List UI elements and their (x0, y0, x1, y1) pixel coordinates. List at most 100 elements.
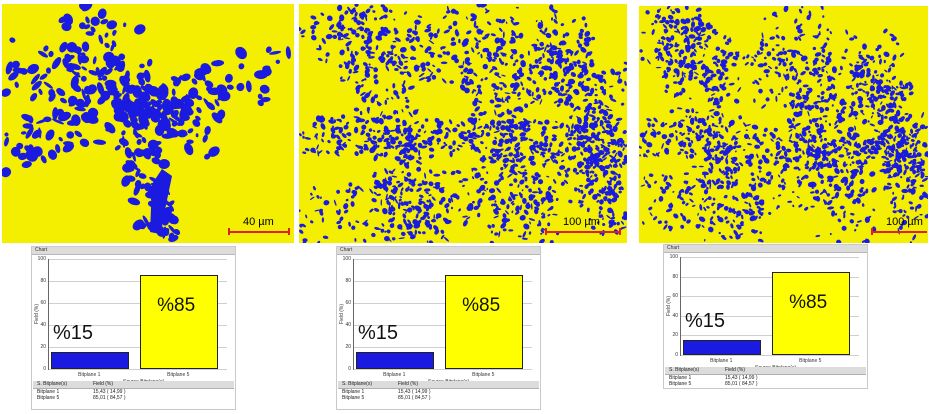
particle (890, 200, 894, 205)
particle (721, 71, 725, 76)
particle (401, 170, 405, 174)
particle (574, 50, 579, 56)
particle (496, 151, 499, 157)
particle (375, 143, 378, 149)
particle (564, 169, 568, 174)
particle (754, 144, 761, 149)
particle (832, 97, 836, 101)
particle (97, 8, 107, 19)
particle (478, 111, 484, 117)
particle (895, 150, 899, 158)
particle (706, 127, 712, 134)
particle (712, 130, 716, 134)
particle (529, 221, 531, 225)
particle (670, 9, 673, 12)
particle (769, 36, 776, 40)
particle (520, 182, 523, 185)
particle (582, 98, 589, 102)
particle (819, 161, 824, 165)
particle (575, 171, 580, 175)
particle (173, 77, 182, 87)
particle (670, 35, 675, 41)
particle (417, 183, 423, 187)
particle (383, 132, 388, 135)
particle (735, 215, 738, 218)
particle (772, 56, 777, 61)
particle (855, 160, 861, 165)
particle (665, 59, 669, 63)
particle (269, 50, 282, 55)
particle (657, 56, 660, 61)
particle (510, 166, 515, 170)
particle (371, 117, 377, 123)
particle (428, 199, 432, 204)
particle (763, 127, 768, 133)
particle (793, 77, 798, 81)
particle (748, 162, 753, 167)
particle (444, 143, 448, 147)
particle (859, 166, 863, 174)
particle (616, 137, 624, 143)
particle (695, 31, 699, 36)
particle (467, 68, 474, 75)
particle (883, 59, 886, 64)
particle (799, 53, 804, 57)
particle (354, 238, 357, 242)
particle (622, 143, 626, 146)
particle (580, 124, 586, 132)
particle (690, 21, 696, 28)
particle (472, 167, 478, 171)
particle (180, 103, 193, 114)
particle (540, 30, 546, 35)
particle (851, 77, 856, 82)
particle (368, 56, 375, 59)
particle (538, 61, 542, 64)
particle (812, 46, 817, 51)
particle (326, 150, 330, 155)
particle (654, 14, 660, 18)
particle (468, 120, 475, 124)
particle (542, 142, 549, 148)
particle (333, 199, 337, 207)
particle (552, 29, 557, 35)
particle (707, 35, 711, 38)
particle (500, 166, 504, 171)
particle (536, 144, 540, 149)
particle (620, 102, 625, 106)
particle (717, 203, 723, 208)
particle (312, 121, 317, 127)
particle (437, 54, 443, 58)
y-tick-label: 60 (672, 293, 678, 300)
particle (325, 52, 330, 57)
particle (506, 118, 514, 125)
y-tick-label: 60 (345, 300, 351, 306)
particle (894, 125, 900, 132)
particle (797, 79, 802, 83)
particle (74, 106, 86, 112)
particle (695, 178, 698, 181)
particle (664, 89, 668, 94)
particle (744, 61, 749, 66)
table-cell: Bitplane 1 (37, 389, 60, 395)
particle (837, 116, 844, 124)
particle (557, 149, 560, 153)
particle (496, 187, 502, 194)
particle (356, 26, 362, 30)
particle (919, 161, 925, 167)
particle (823, 129, 827, 133)
particle (899, 86, 905, 90)
particle (843, 213, 846, 219)
particle (566, 97, 570, 103)
particle (732, 195, 735, 200)
particle (485, 146, 488, 150)
particle (407, 132, 412, 137)
y-axis-label: Field (%) (339, 303, 345, 324)
particle (577, 73, 584, 79)
particle (533, 199, 538, 205)
particle (535, 87, 540, 93)
particle (798, 8, 803, 14)
particle (353, 116, 360, 119)
particle (138, 173, 147, 179)
particle (410, 179, 416, 184)
particle (789, 103, 793, 107)
